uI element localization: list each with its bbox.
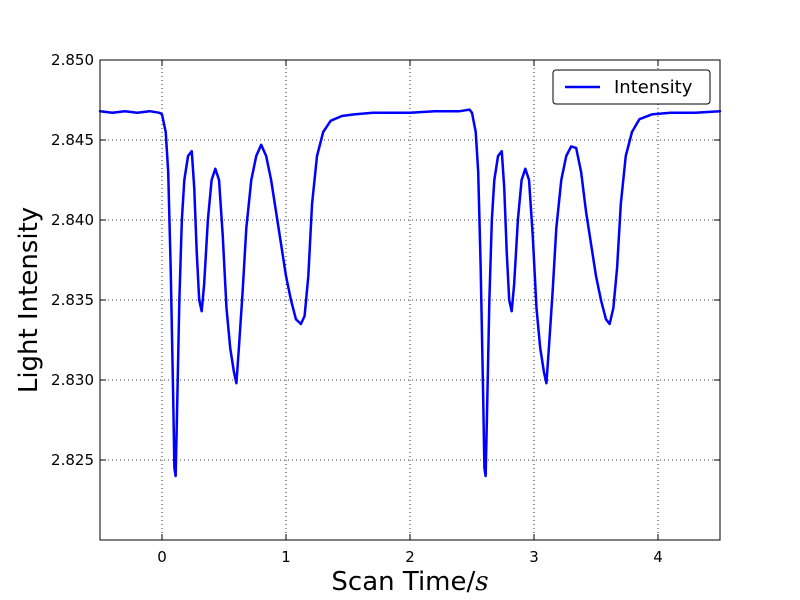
y-tick-label: 2.825 [51, 451, 94, 469]
y-tick-label: 2.850 [51, 51, 94, 69]
x-axis-title: Scan Time/s [331, 567, 488, 597]
y-axis-title: Light Intensity [14, 207, 44, 393]
legend-box [552, 69, 711, 105]
y-tick-label: 2.845 [51, 131, 94, 149]
x-tick-label: 1 [281, 548, 291, 566]
y-tick-label: 2.835 [51, 291, 94, 309]
x-tick-label: 4 [653, 548, 663, 566]
x-tick-label: 0 [157, 548, 167, 566]
series-line-intensity [98, 108, 722, 478]
legend-label-intensity: Intensity [614, 77, 693, 98]
y-tick-label: 2.830 [51, 371, 94, 389]
axis-ticks: 0 1 2 3 4 2.825 2.830 2.835 2.840 2.845 2.850 [51, 51, 720, 566]
y-tick-label: 2.840 [51, 211, 94, 229]
series-layer [98, 108, 722, 478]
x-tick-label: 3 [529, 548, 539, 566]
legend: Intensity [552, 69, 711, 105]
x-tick-label: 2 [405, 548, 415, 566]
